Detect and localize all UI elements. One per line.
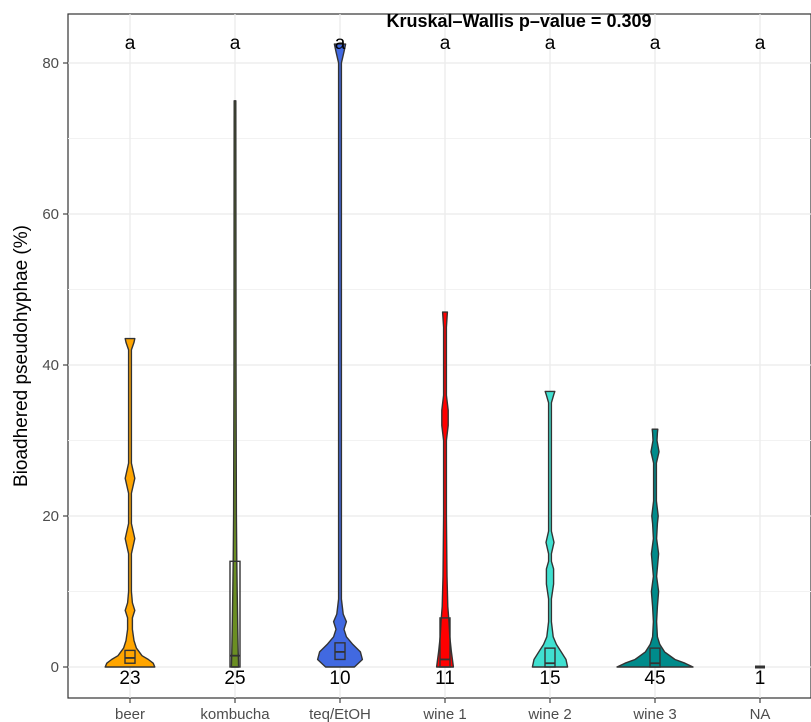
significance-letter: a [545, 33, 556, 54]
x-axis: beer kombucha teq/EtOH wine 1 wine 2 wine 3 NA [115, 698, 770, 722]
violin-teq-etoh [316, 43, 364, 668]
y-axis-title: Bioadhered pseudohyphae (%) [11, 225, 32, 487]
count-label: 45 [644, 668, 665, 689]
x-tick-label: wine 3 [632, 706, 676, 722]
count-labels: 23 25 10 11 15 45 1 [119, 668, 765, 689]
y-tick-label: 0 [51, 659, 59, 676]
x-tick-label: wine 1 [422, 706, 466, 722]
box [229, 560, 241, 668]
plot-panel [67, 13, 811, 699]
violin-wine-3 [616, 428, 694, 668]
x-tick-label: NA [750, 706, 771, 722]
violin-kombucha [230, 100, 240, 668]
significance-letter: a [440, 33, 451, 54]
box [439, 617, 451, 668]
y-tick-label: 60 [42, 206, 59, 223]
count-label: 23 [119, 668, 140, 689]
x-tick-label: kombucha [200, 706, 270, 722]
y-axis: 0 20 40 60 80 [42, 55, 68, 676]
violin-wine-1 [435, 311, 455, 668]
boxes [124, 560, 661, 668]
box [124, 649, 136, 664]
count-label: 10 [329, 668, 350, 689]
significance-letter: a [125, 33, 136, 54]
x-tick-label: beer [115, 706, 145, 722]
significance-letter: a [335, 33, 346, 54]
significance-letter: a [755, 33, 766, 54]
count-label: 1 [755, 668, 766, 689]
significance-letter: a [230, 33, 241, 54]
count-label: 25 [224, 668, 245, 689]
significance-letter: a [650, 33, 661, 54]
y-tick-label: 40 [42, 357, 59, 374]
grid-minor [68, 138, 811, 592]
x-tick-label: teq/EtOH [309, 706, 371, 722]
box [649, 647, 661, 668]
y-tick-label: 80 [42, 55, 59, 72]
count-label: 15 [539, 668, 560, 689]
violin-wine-2 [531, 390, 569, 668]
violin-beer [104, 337, 156, 668]
count-label: 11 [435, 668, 455, 689]
x-tick-label: wine 2 [527, 706, 571, 722]
chart-title: Kruskal–Wallis p–value = 0.309 [387, 11, 652, 31]
y-tick-label: 20 [42, 508, 59, 525]
box [544, 647, 556, 668]
violins [104, 43, 765, 669]
